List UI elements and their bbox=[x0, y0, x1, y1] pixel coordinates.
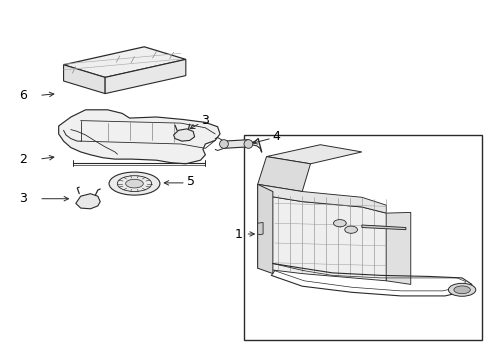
Polygon shape bbox=[257, 157, 310, 192]
Bar bbox=[243, 135, 481, 340]
Text: 3: 3 bbox=[19, 192, 27, 205]
Polygon shape bbox=[257, 194, 386, 281]
Polygon shape bbox=[76, 194, 100, 209]
Text: 2: 2 bbox=[19, 153, 27, 166]
Text: 1: 1 bbox=[234, 228, 242, 240]
Polygon shape bbox=[257, 184, 386, 213]
Ellipse shape bbox=[244, 140, 252, 148]
Polygon shape bbox=[63, 65, 105, 94]
Polygon shape bbox=[59, 110, 220, 164]
Polygon shape bbox=[386, 212, 410, 284]
Ellipse shape bbox=[109, 172, 160, 195]
Ellipse shape bbox=[219, 140, 228, 148]
Text: 3: 3 bbox=[201, 114, 209, 127]
Polygon shape bbox=[257, 184, 272, 274]
Polygon shape bbox=[266, 145, 361, 164]
Ellipse shape bbox=[125, 179, 143, 188]
Ellipse shape bbox=[453, 286, 469, 294]
Text: 5: 5 bbox=[186, 175, 194, 188]
Ellipse shape bbox=[333, 220, 346, 227]
Ellipse shape bbox=[344, 226, 357, 233]
Text: 4: 4 bbox=[272, 130, 280, 143]
Polygon shape bbox=[257, 222, 263, 235]
Ellipse shape bbox=[447, 283, 475, 296]
Polygon shape bbox=[173, 129, 194, 141]
Text: 6: 6 bbox=[19, 89, 27, 102]
Polygon shape bbox=[361, 225, 405, 230]
Polygon shape bbox=[63, 47, 185, 77]
Polygon shape bbox=[224, 140, 248, 148]
Polygon shape bbox=[105, 59, 185, 94]
